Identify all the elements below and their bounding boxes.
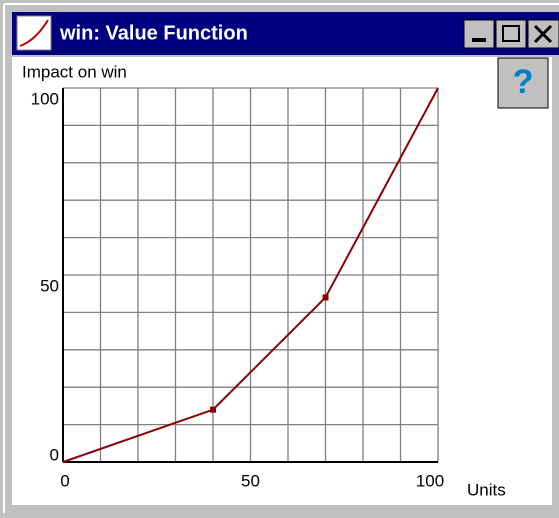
y-tick-label: 50 xyxy=(40,276,59,295)
maximize-glyph xyxy=(502,25,520,42)
window-title: win: Value Function xyxy=(59,22,248,44)
y-tick-label: 100 xyxy=(31,89,59,108)
x-tick-label: 50 xyxy=(241,471,260,490)
help-glyph: ? xyxy=(513,63,534,101)
maximize-button[interactable] xyxy=(495,19,527,49)
close-glyph xyxy=(533,24,553,44)
x-tick-label: 0 xyxy=(60,471,69,490)
chart-panel xyxy=(12,57,552,505)
x-axis-label: Units xyxy=(467,480,506,499)
help-button[interactable] xyxy=(497,57,549,109)
x-tick-label: 100 xyxy=(416,471,444,490)
point-marker xyxy=(210,406,216,413)
window-icon-curve xyxy=(19,19,49,47)
series-line xyxy=(62,87,439,463)
minimize-glyph xyxy=(472,38,486,42)
minimize-button[interactable] xyxy=(463,19,495,49)
y-tick-label: 0 xyxy=(50,445,59,464)
point-marker xyxy=(322,294,329,301)
y-axis-label: Impact on win xyxy=(22,62,127,81)
